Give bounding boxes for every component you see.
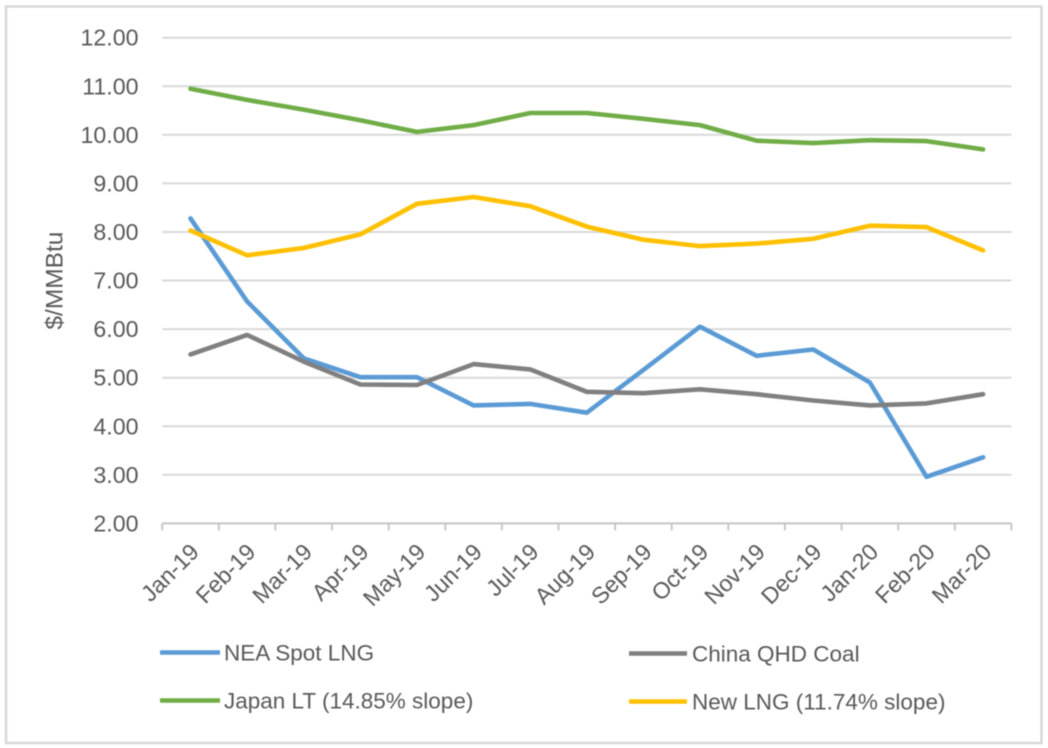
svg-text:6.00: 6.00 xyxy=(93,316,138,342)
svg-text:11.00: 11.00 xyxy=(82,73,138,99)
svg-text:8.00: 8.00 xyxy=(93,219,138,245)
svg-text:$/MMBtu: $/MMBtu xyxy=(42,232,69,330)
svg-text:7.00: 7.00 xyxy=(93,268,138,294)
svg-text:New LNG (11.74% slope): New LNG (11.74% slope) xyxy=(692,690,945,715)
svg-text:NEA Spot LNG: NEA Spot LNG xyxy=(224,641,374,666)
svg-text:China QHD Coal: China QHD Coal xyxy=(692,642,860,667)
svg-text:2.00: 2.00 xyxy=(93,510,138,536)
svg-text:5.00: 5.00 xyxy=(93,365,138,391)
svg-text:Japan LT (14.85% slope): Japan LT (14.85% slope) xyxy=(224,689,473,714)
svg-text:12.00: 12.00 xyxy=(80,25,138,51)
svg-text:4.00: 4.00 xyxy=(93,413,138,439)
svg-text:3.00: 3.00 xyxy=(93,462,138,488)
svg-text:10.00: 10.00 xyxy=(80,122,138,148)
svg-text:9.00: 9.00 xyxy=(93,170,138,196)
